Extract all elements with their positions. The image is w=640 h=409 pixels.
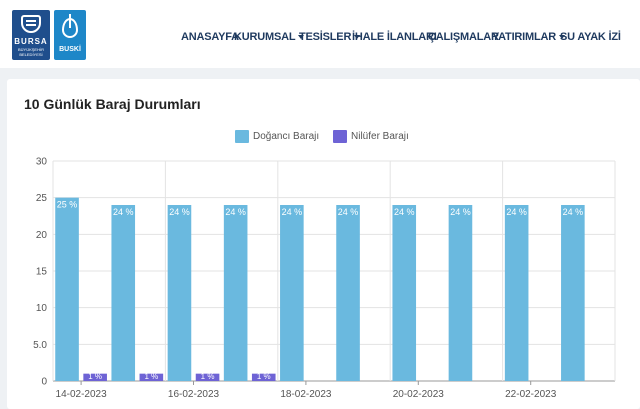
nav-item-tesisler[interactable]: TESİSLER: [299, 31, 361, 43]
y-tick-label: 20: [36, 230, 48, 241]
caret-down-icon: [354, 35, 361, 40]
nilufer-bar-label: 1 %: [257, 372, 271, 381]
dam-bar-chart: 0 5.0 10 15 20 25 30 25 % 24 % 24 % 24 % 24 % 24 % 24…: [33, 157, 616, 400]
nav-item-anasayfa[interactable]: ANASAYFA: [181, 31, 239, 43]
nilufer-bar: [83, 373, 107, 381]
legend-label-nilufer: Nilüfer Barajı: [351, 131, 409, 142]
x-tick-label: 20-02-2023: [393, 389, 445, 400]
x-tick-label: 22-02-2023: [505, 389, 557, 400]
doganci-bar-label: 25 %: [57, 200, 78, 210]
y-tick-label: 25: [36, 193, 48, 204]
doganci-bar-label: 24 %: [169, 207, 190, 217]
nilufer-bar: [139, 373, 164, 381]
doganci-bar: [167, 205, 192, 381]
x-tick-label: 18-02-2023: [280, 389, 332, 400]
legend-swatch-nilufer: [333, 130, 347, 143]
doganci-bar: [336, 205, 360, 381]
nilufer-bar-label: 1 %: [201, 372, 215, 381]
x-tick-label: 14-02-2023: [56, 389, 108, 400]
bursa-logo[interactable]: BURSA BÜYÜKŞEHİR BELEDİYESİ: [12, 10, 50, 60]
doganci-bar: [561, 205, 585, 381]
nilufer-bar: [251, 373, 276, 381]
site-header: BURSA BÜYÜKŞEHİR BELEDİYESİ BUSKİ ANASAY…: [0, 0, 640, 68]
bursa-logo-subtext: BÜYÜKŞEHİR BELEDİYESİ: [17, 47, 44, 57]
caret-down-icon: [559, 35, 566, 40]
y-tick-label: 30: [36, 157, 48, 168]
nav-item-su-ayak-izi[interactable]: SU AYAK İZİ: [560, 31, 621, 43]
nav-item-calismalar[interactable]: ÇALIŞMALAR: [428, 31, 499, 43]
doganci-bar-label: 24 %: [338, 207, 359, 217]
bursa-logo-text: BURSA: [14, 37, 48, 46]
doganci-bar-label: 24 %: [506, 207, 527, 217]
buski-logo-text: BUSKİ: [59, 46, 81, 53]
doganci-bar: [448, 205, 473, 381]
card-title: 10 Günlük Baraj Durumları: [24, 96, 201, 112]
nav-item-ihale-ilanlari[interactable]: İHALE İLANLARI: [352, 31, 437, 43]
doganci-bar-label: 24 %: [563, 207, 584, 217]
doganci-bar: [280, 205, 304, 381]
legend-swatch-doganci: [235, 130, 249, 143]
doganci-bar-label: 24 %: [450, 207, 471, 217]
nilufer-bar-label: 1 %: [144, 372, 158, 381]
doganci-bar: [111, 205, 136, 381]
x-tick-label: 16-02-2023: [168, 389, 220, 400]
caret-down-icon: [298, 35, 305, 40]
dam-status-card: 10 Günlük Baraj Durumları Doğancı Barajı…: [7, 79, 640, 409]
y-tick-label: 5.0: [33, 340, 47, 351]
nilufer-bar-label: 1 %: [88, 372, 102, 381]
crest-icon: [21, 15, 41, 33]
water-drop-icon: [62, 14, 78, 38]
doganci-bar-label: 24 %: [282, 207, 303, 217]
doganci-bar: [55, 197, 79, 381]
y-tick-label: 15: [36, 267, 48, 278]
buski-logo[interactable]: BUSKİ: [54, 10, 86, 60]
y-tick-label: 0: [41, 377, 47, 388]
doganci-bar-label: 24 %: [394, 207, 415, 217]
legend-label-doganci: Doğancı Barajı: [253, 131, 320, 142]
nav-item-kurumsal[interactable]: KURUMSAL: [234, 31, 305, 43]
doganci-bar-label: 24 %: [113, 207, 134, 217]
nav-item-yatirimlar[interactable]: YATIRIMLAR: [492, 31, 566, 43]
doganci-bar-label: 24 %: [225, 207, 246, 217]
y-tick-label: 10: [36, 303, 48, 314]
doganci-bar: [223, 205, 248, 381]
nilufer-bar: [195, 373, 220, 381]
doganci-bar: [504, 205, 529, 381]
doganci-bar: [392, 205, 417, 381]
